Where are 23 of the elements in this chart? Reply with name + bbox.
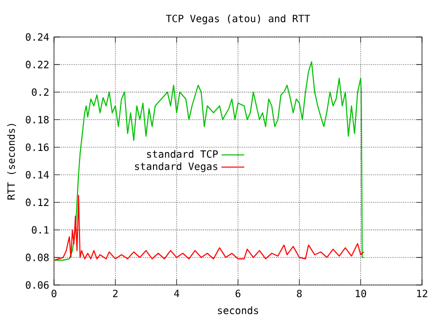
legend-label: standard TCP [147, 150, 218, 158]
y-tick-label: 0.16 [26, 143, 49, 152]
x-tick-label: 2 [113, 290, 118, 298]
y-tick-label: 0.06 [26, 281, 49, 289]
legend-label: standard Vegas [135, 162, 218, 172]
x-tick-label: 4 [174, 290, 180, 297]
x-tick-label: 12 [417, 290, 428, 298]
y-tick-label: 0.2 [32, 88, 48, 96]
y-axis-title: RTT (seconds) [7, 124, 16, 200]
y-tick-label: 0.18 [26, 116, 49, 124]
y-tick-label: 0.08 [26, 254, 49, 262]
y-tick-label: 0.14 [26, 170, 49, 179]
y-tick-label: 0.22 [26, 60, 48, 68]
x-tick-label: 10 [356, 290, 366, 298]
y-tick-label: 0.12 [26, 198, 48, 206]
y-tick-label: 0.24 [26, 33, 49, 41]
x-tick-label: 0 [52, 290, 56, 298]
x-axis-title: seconds [218, 306, 258, 314]
chart-title: TCP Vegas (atou) and RTT [166, 14, 310, 24]
y-tick-label: 0.1 [32, 226, 49, 234]
x-tick-label: 8 [296, 290, 302, 298]
x-tick-label: 6 [236, 290, 240, 298]
line-series [54, 194, 364, 261]
